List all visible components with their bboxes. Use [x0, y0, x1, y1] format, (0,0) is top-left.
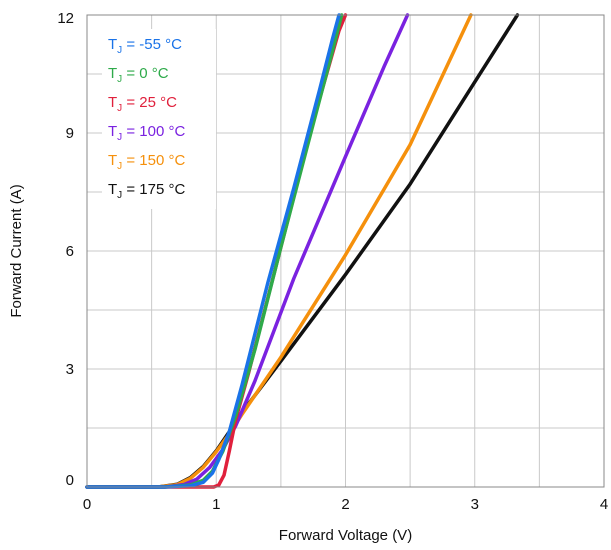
legend-background: [102, 29, 216, 209]
y-axis-title: Forward Current (A): [8, 184, 25, 317]
x-tick-label: 0: [83, 496, 91, 513]
legend-entry: TJ = 25 °C: [108, 94, 177, 114]
legend: TJ = -55 °C TJ = 0 °C TJ = 25 °C TJ = 100 °…: [102, 29, 216, 209]
plot-frame: [86, 14, 605, 488]
y-tick-label: 3: [66, 361, 74, 378]
y-tick-label: 6: [66, 243, 74, 260]
x-tick-labels: 0 1 2 3 4: [83, 496, 608, 513]
series-layer: [85, 13, 520, 489]
x-tick-label: 1: [212, 496, 220, 513]
x-tick-label: 3: [471, 496, 479, 513]
y-tick-label: 0: [66, 472, 74, 489]
legend-entry: TJ = 0 °C: [108, 65, 169, 85]
y-tick-label: 12: [57, 10, 74, 27]
y-tick-label: 9: [66, 125, 74, 142]
y-tick-labels: 0 3 6 9 12: [57, 10, 74, 489]
series-line: [85, 13, 341, 489]
x-tick-label: 2: [341, 496, 349, 513]
legend-entry: TJ = 175 °C: [108, 181, 185, 201]
x-tick-label: 4: [600, 496, 608, 513]
legend-entry: TJ = 100 °C: [108, 123, 185, 143]
legend-entry: TJ = -55 °C: [108, 36, 182, 56]
x-axis-title: Forward Voltage (V): [279, 527, 412, 544]
legend-entry: TJ = 150 °C: [108, 152, 185, 172]
